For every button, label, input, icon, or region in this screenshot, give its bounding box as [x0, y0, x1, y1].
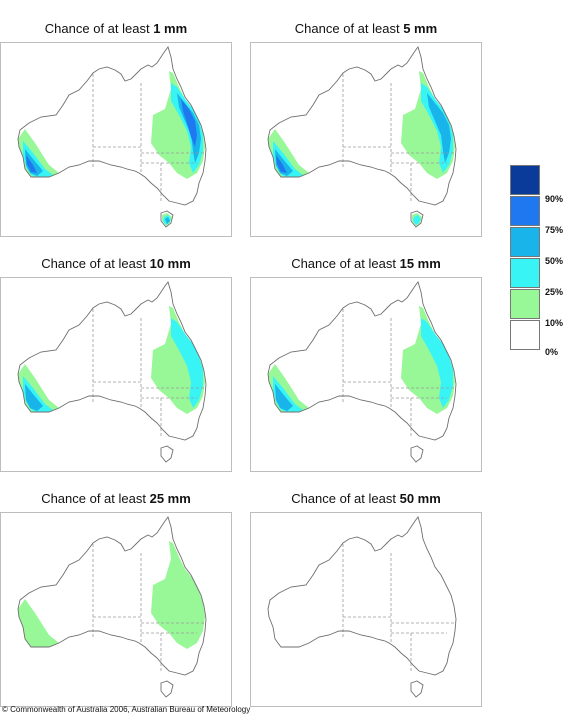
panel-title-prefix: Chance of at least: [41, 491, 146, 506]
australia-map-svg: [17, 281, 207, 463]
state-boundary: [93, 146, 142, 173]
copyright-notice: © Commonwealth of Australia 2006, Austra…: [2, 705, 251, 714]
australia-map: [250, 42, 482, 237]
rain-probability-area: [26, 155, 37, 173]
panel-title-amount: 50 mm: [399, 491, 441, 506]
legend-swatch: [510, 227, 540, 257]
legend-label: 25%: [545, 287, 564, 297]
rain-probability-area: [25, 384, 43, 411]
australia-map-svg: [17, 516, 207, 698]
australia-map: [250, 512, 482, 707]
coastline: [17, 281, 207, 441]
legend-swatch: [510, 196, 540, 226]
coastline: [17, 46, 207, 206]
state-boundary: [93, 616, 142, 643]
coastline: [267, 516, 457, 676]
legend-label: 10%: [545, 318, 564, 328]
panel-title: Chance of at least 1 mm: [0, 21, 232, 39]
rain-probability-area: [275, 149, 293, 176]
coastline: [267, 46, 457, 206]
rain-probability-area: [413, 215, 421, 225]
australia-map-svg: [267, 46, 457, 228]
rain-probability-area: [171, 318, 203, 408]
panel-title: Chance of at least 10 mm: [0, 256, 232, 274]
tasmania-coastline: [410, 210, 424, 228]
panel-title: Chance of at least 5 mm: [250, 21, 482, 39]
panel-title: Chance of at least 50 mm: [250, 491, 482, 509]
coastline: [17, 516, 207, 676]
rain-probability-area: [18, 599, 59, 647]
rain-probability-area: [151, 541, 205, 649]
legend-swatch: [510, 165, 540, 195]
coastline: [267, 281, 457, 441]
panel-title-prefix: Chance of at least: [294, 21, 400, 36]
panel-title-prefix: Chance of at least: [291, 491, 396, 506]
tasmania-coastline: [410, 680, 424, 698]
legend-swatch: [510, 320, 540, 350]
tasmania-coastline: [160, 680, 174, 698]
panel-title-amount: 25 mm: [149, 491, 191, 506]
tasmania-coastline: [160, 210, 174, 228]
legend-swatch: [510, 258, 540, 288]
tasmania-coastline: [410, 445, 424, 463]
probability-legend: 90% 75% 50% 25% 10% 0%: [510, 165, 570, 365]
rain-probability-area: [25, 149, 43, 176]
rain-probability-area: [276, 155, 287, 173]
australia-map: [0, 277, 232, 472]
panel-title: Chance of at least 25 mm: [0, 491, 232, 509]
panel-title-amount: 10 mm: [149, 256, 191, 271]
panel-title: Chance of at least 15 mm: [250, 256, 482, 274]
panel-title-prefix: Chance of at least: [44, 21, 150, 36]
australia-map-svg: [17, 46, 207, 228]
australia-map-svg: [267, 516, 457, 698]
panel-title-prefix: Chance of at least: [41, 256, 146, 271]
legend-label: 50%: [545, 256, 564, 266]
australia-map: [250, 277, 482, 472]
state-boundary: [93, 381, 142, 408]
australia-map-svg: [267, 281, 457, 463]
rain-probability-area: [427, 93, 451, 163]
legend-label: 90%: [545, 194, 564, 204]
rain-probability-area: [165, 217, 170, 224]
state-boundary: [343, 381, 392, 408]
tasmania-coastline: [160, 445, 174, 463]
legend-label: 75%: [545, 225, 564, 235]
panel-title-amount: 5 mm: [403, 21, 438, 36]
australia-map: [0, 42, 232, 237]
rain-probability-area: [181, 99, 197, 147]
panel-title-amount: 15 mm: [399, 256, 441, 271]
legend-swatch: [510, 289, 540, 319]
state-boundary: [343, 616, 392, 643]
panel-title-prefix: Chance of at least: [291, 256, 396, 271]
rain-probability-area: [421, 318, 453, 408]
state-boundary: [343, 146, 392, 173]
rain-probability-area: [275, 384, 293, 411]
australia-map: [0, 512, 232, 707]
panel-title-amount: 1 mm: [153, 21, 188, 36]
legend-label: 0%: [545, 347, 559, 357]
